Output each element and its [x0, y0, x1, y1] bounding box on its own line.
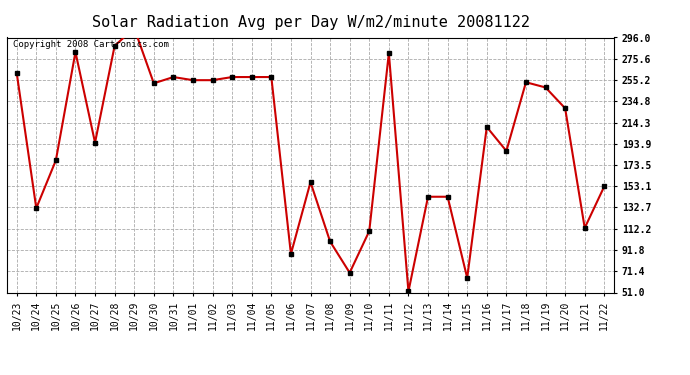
- Text: Copyright 2008 Cartronics.com: Copyright 2008 Cartronics.com: [13, 40, 169, 49]
- Text: Solar Radiation Avg per Day W/m2/minute 20081122: Solar Radiation Avg per Day W/m2/minute …: [92, 15, 529, 30]
